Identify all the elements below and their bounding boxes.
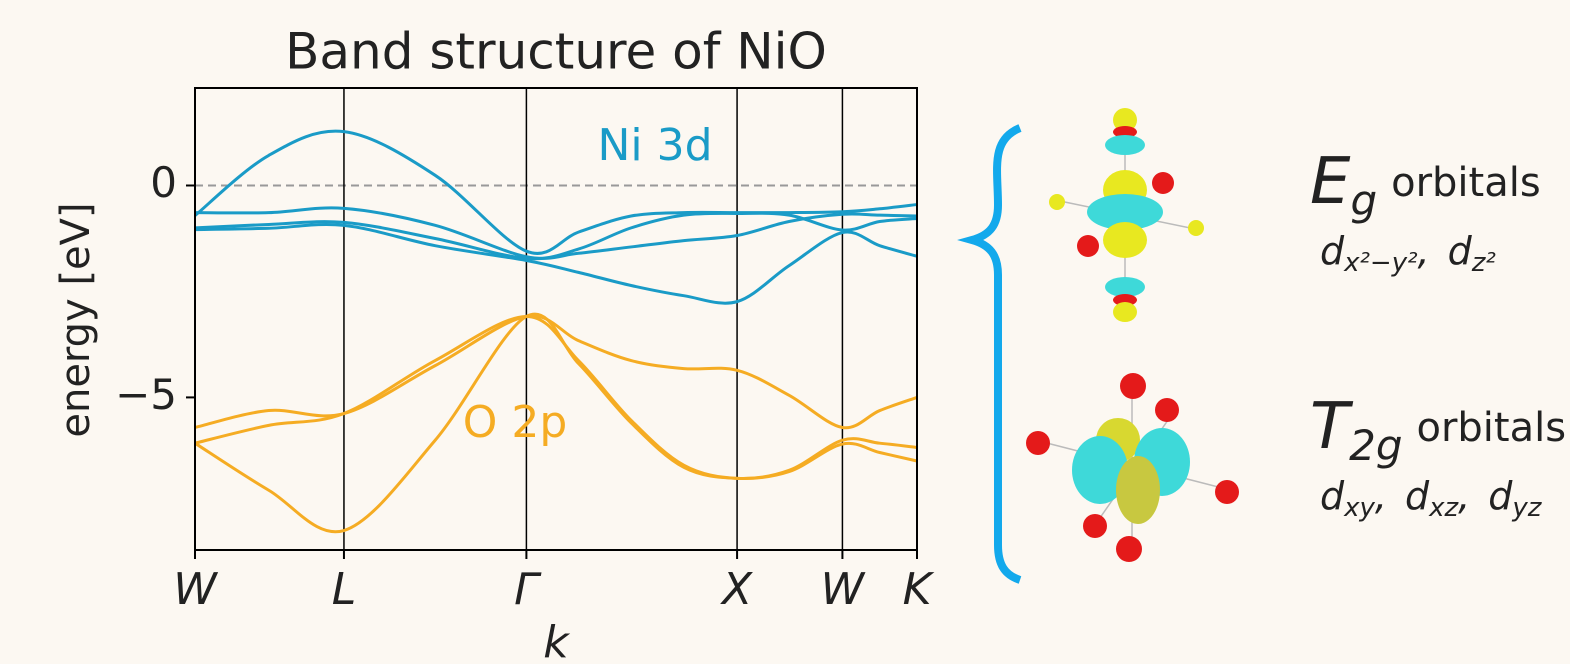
orbital-word: orbitals bbox=[1416, 405, 1566, 451]
plot-frame bbox=[194, 87, 918, 551]
band-line bbox=[194, 312, 918, 534]
series-annotation: O 2p bbox=[463, 397, 568, 448]
orbital-subscript: g bbox=[1350, 176, 1377, 225]
separator: , bbox=[1375, 474, 1387, 518]
orbital-members: dx²−y², dz² bbox=[1320, 229, 1496, 278]
member-subscript: x²−y² bbox=[1343, 248, 1417, 278]
x-tick-label: W bbox=[173, 564, 218, 615]
orbital-subscript: 2g bbox=[1349, 421, 1402, 470]
separator: , bbox=[1418, 229, 1430, 273]
orbital-symbol: E bbox=[1310, 145, 1351, 219]
x-axis-label: k bbox=[543, 617, 570, 664]
member-base: d bbox=[1320, 229, 1345, 273]
band-line bbox=[194, 129, 918, 255]
orbital-word: orbitals bbox=[1391, 160, 1541, 206]
member-subscript: z² bbox=[1471, 248, 1496, 278]
band-line bbox=[194, 206, 918, 260]
x-tick-label: L bbox=[332, 564, 357, 615]
y-tick-label: 0 bbox=[150, 158, 177, 207]
orbital-label: Eg orbitals bbox=[1310, 145, 1541, 225]
eg-orbital-image bbox=[1049, 108, 1204, 322]
member-base: d bbox=[1320, 474, 1345, 518]
member-subscript: xy bbox=[1343, 493, 1375, 523]
orbital-symbol: T bbox=[1310, 390, 1354, 464]
series-annotation: Ni 3d bbox=[597, 120, 712, 171]
chart-title: Band structure of NiO bbox=[285, 23, 827, 81]
y-tick-label: −5 bbox=[115, 370, 177, 419]
orbital-members: dxy, dxz, dyz bbox=[1320, 474, 1543, 523]
band-line bbox=[194, 222, 918, 305]
member-base: d bbox=[1488, 474, 1513, 518]
x-tick-label: X bbox=[720, 564, 753, 615]
member-subscript: xz bbox=[1428, 493, 1459, 523]
brace bbox=[957, 124, 1022, 584]
member-base: d bbox=[1448, 229, 1473, 273]
member-subscript: yz bbox=[1511, 493, 1542, 523]
band-line bbox=[194, 314, 918, 481]
y-axis-label: energy [eV] bbox=[53, 202, 99, 437]
x-tick-label: W bbox=[821, 564, 866, 615]
band-line bbox=[194, 211, 918, 261]
x-tick-label: K bbox=[903, 564, 935, 615]
x-tick-label: Γ bbox=[514, 564, 542, 615]
t2g-orbital-image bbox=[1026, 373, 1239, 562]
orbital-label: T2g orbitals bbox=[1310, 390, 1566, 470]
separator: , bbox=[1458, 474, 1470, 518]
member-base: d bbox=[1405, 474, 1430, 518]
